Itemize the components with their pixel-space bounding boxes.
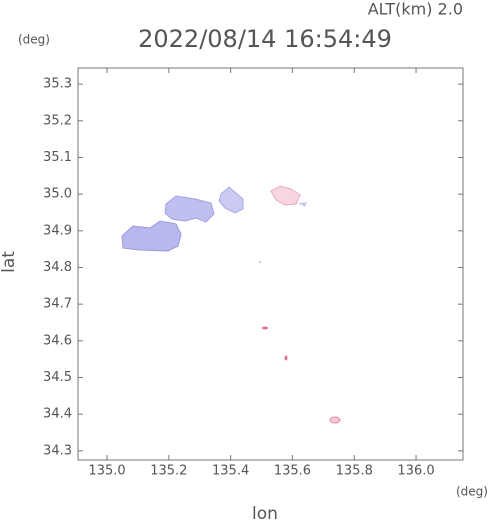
y-tick-label: 34.5 [43,370,72,385]
x-tick-label: 135.0 [88,464,125,479]
echo-blob [164,195,215,223]
y-tick-label: 34.6 [43,333,72,348]
plot-frame [77,67,464,461]
echo-blob [270,185,301,206]
echo-dot [259,261,261,263]
y-tick-label: 34.7 [43,297,72,312]
y-tick-label: 34.9 [43,223,72,238]
x-tick-label: 136.0 [397,464,434,479]
x-tick-label: 135.4 [212,464,249,479]
echo-blob [121,220,182,252]
echo-blob [218,186,244,214]
x-axis-label: lon [252,504,278,521]
echo-dot [262,326,268,330]
x-tick-label: 135.8 [336,464,373,479]
x-unit: (deg) [456,485,488,499]
y-axis-label: lat [0,251,19,273]
echo-regions [121,185,341,424]
echo-dot [284,355,288,361]
y-tick-label: 34.8 [43,260,72,275]
echo-blob [298,202,307,207]
echo-dot [329,416,341,424]
y-tick-label: 35.1 [43,150,72,165]
y-tick-label: 35.0 [43,187,72,202]
y-tick-label: 34.3 [43,443,72,458]
x-tick-label: 135.2 [150,464,187,479]
chart-title: 2022/08/14 16:54:49 [138,25,392,53]
x-tick-label: 135.6 [274,464,311,479]
y-tick-label: 35.2 [43,113,72,128]
y-tick-label: 35.3 [43,77,72,92]
y-tick-label: 34.4 [43,407,72,422]
y-unit: (deg) [18,33,50,47]
altitude-label: ALT(km) 2.0 [368,0,463,19]
